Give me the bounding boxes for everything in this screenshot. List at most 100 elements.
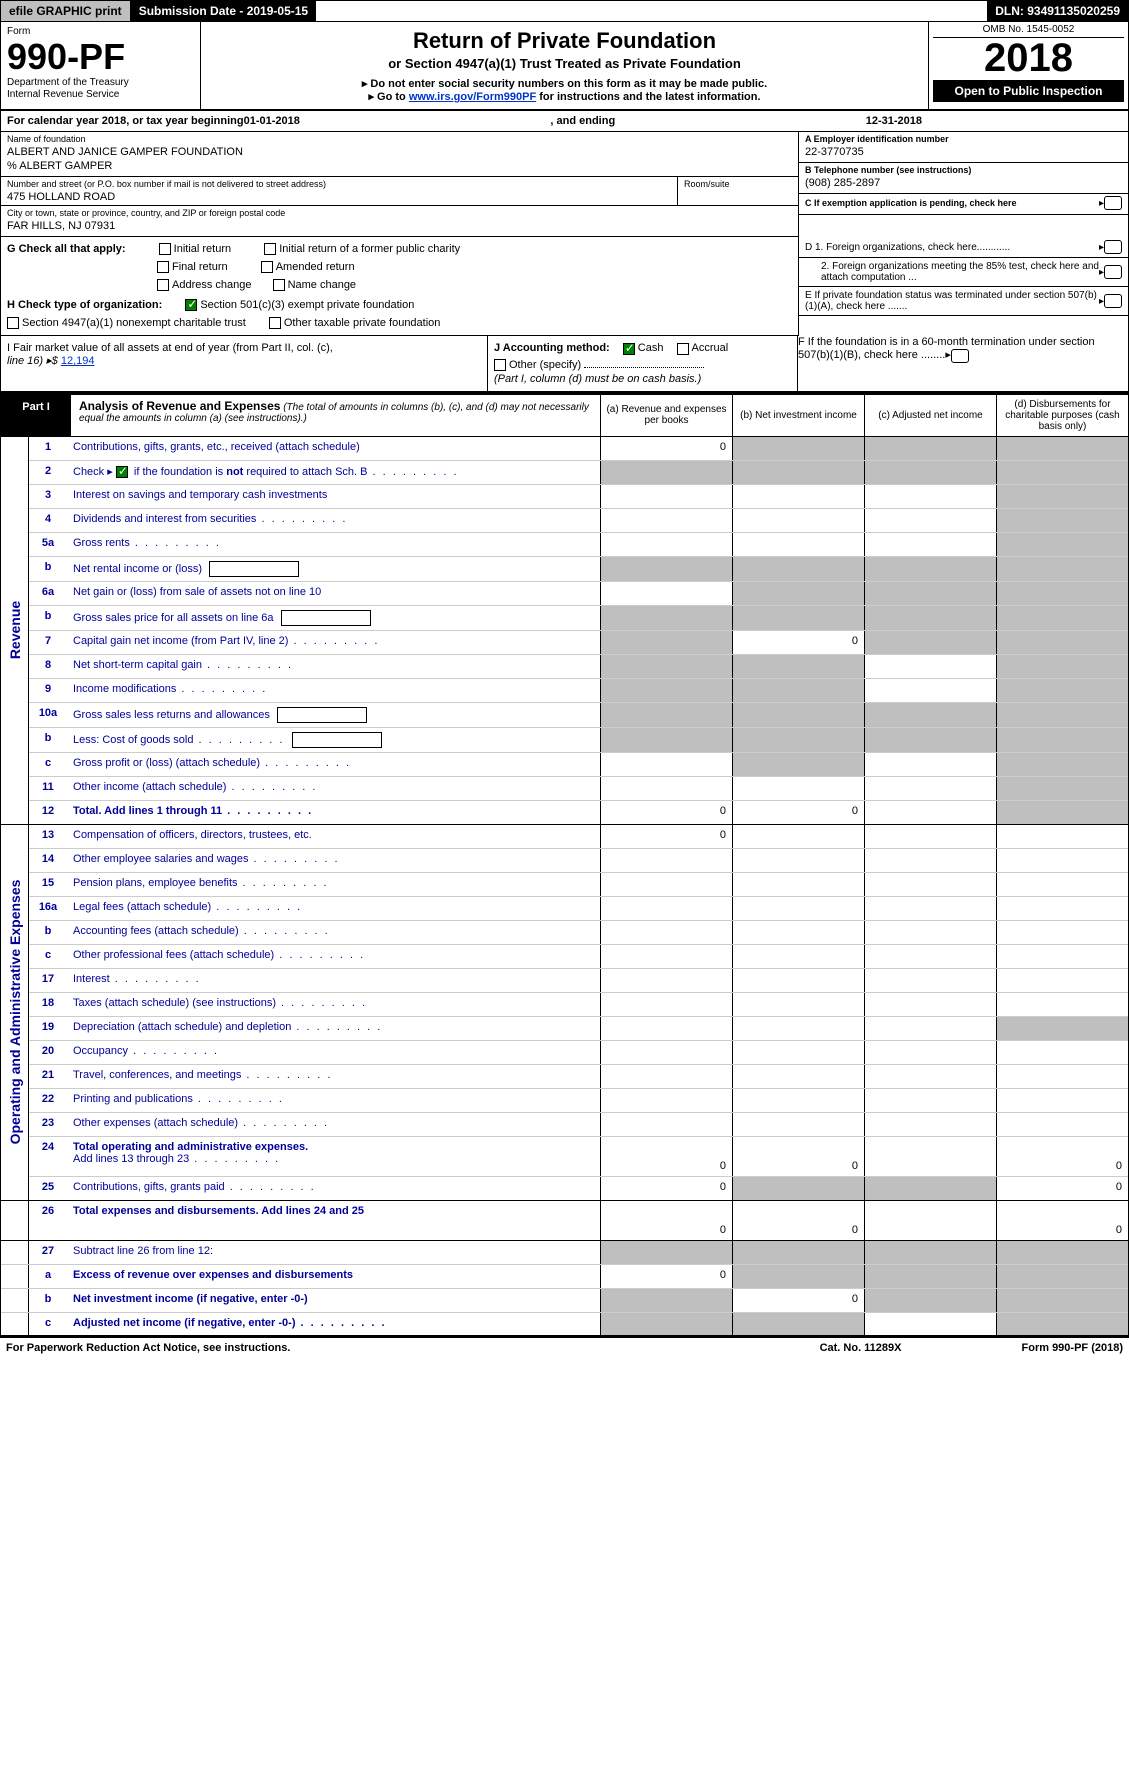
- final-return-checkbox[interactable]: [157, 261, 169, 273]
- d2-checkbox[interactable]: [1104, 265, 1122, 279]
- line-desc: Gross sales price for all assets on line…: [67, 606, 600, 630]
- footer-left: For Paperwork Reduction Act Notice, see …: [6, 1342, 290, 1354]
- header-note-2: ▸ Go to www.irs.gov/Form990PF for instru…: [211, 90, 918, 103]
- address-change-checkbox[interactable]: [157, 279, 169, 291]
- page-footer: For Paperwork Reduction Act Notice, see …: [0, 1337, 1129, 1358]
- inner-box: [292, 732, 382, 748]
- col-d: [996, 509, 1128, 532]
- e-checkbox[interactable]: [1104, 294, 1122, 308]
- col-c: [864, 679, 996, 702]
- line-desc: Contributions, gifts, grants, etc., rece…: [67, 437, 600, 460]
- col-c: [864, 849, 996, 872]
- col-d: [996, 969, 1128, 992]
- col-b: 0: [732, 1137, 864, 1176]
- header-left: Form 990-PF Department of the Treasury I…: [1, 22, 201, 109]
- row-10c: c Gross profit or (loss) (attach schedul…: [29, 753, 1128, 777]
- city-cell: City or town, state or province, country…: [1, 206, 798, 237]
- row-14: 14 Other employee salaries and wages: [29, 849, 1128, 873]
- line-desc: Other professional fees (attach schedule…: [67, 945, 600, 968]
- col-d: [996, 753, 1128, 776]
- col-d: [996, 1289, 1128, 1312]
- col-b: 0: [732, 631, 864, 654]
- col-c: [864, 606, 996, 630]
- initial-former-checkbox[interactable]: [264, 243, 276, 255]
- col-d: [996, 582, 1128, 605]
- col-a-header: (a) Revenue and expenses per books: [600, 395, 732, 436]
- cal-mid: , and ending: [300, 115, 866, 127]
- j-note: (Part I, column (d) must be on cash basi…: [494, 373, 791, 385]
- col-c: [864, 1289, 996, 1312]
- col-a: [600, 969, 732, 992]
- 4947-checkbox[interactable]: [7, 317, 19, 329]
- line-desc: Compensation of officers, directors, tru…: [67, 825, 600, 848]
- col-a: [600, 582, 732, 605]
- col-b: [732, 993, 864, 1016]
- name-change-checkbox[interactable]: [273, 279, 285, 291]
- h-opt2: Section 4947(a)(1) nonexempt charitable …: [22, 317, 246, 329]
- col-a: [600, 509, 732, 532]
- col-c: [864, 533, 996, 556]
- cash-label: Cash: [638, 342, 664, 354]
- col-d: [996, 631, 1128, 654]
- calendar-year-row: For calendar year 2018, or tax year begi…: [0, 111, 1129, 132]
- efile-print-button[interactable]: efile GRAPHIC print: [1, 1, 131, 21]
- col-d: [996, 1113, 1128, 1136]
- amended-checkbox[interactable]: [261, 261, 273, 273]
- line-num: 5a: [29, 533, 67, 556]
- cash-checkbox[interactable]: [623, 343, 635, 355]
- accrual-checkbox[interactable]: [677, 343, 689, 355]
- col-d: [996, 703, 1128, 727]
- col-a: [600, 485, 732, 508]
- col-b: [732, 921, 864, 944]
- col-c: [864, 1113, 996, 1136]
- line-desc: Occupancy: [67, 1041, 600, 1064]
- col-a: 0: [600, 1201, 732, 1240]
- col-b: [732, 437, 864, 460]
- irs-link[interactable]: www.irs.gov/Form990PF: [409, 91, 536, 103]
- col-c: [864, 703, 996, 727]
- row-9: 9 Income modifications: [29, 679, 1128, 703]
- col-a: [600, 753, 732, 776]
- col-a: [600, 1113, 732, 1136]
- part1-header: Part I Analysis of Revenue and Expenses …: [0, 393, 1129, 437]
- d1-checkbox[interactable]: [1104, 240, 1122, 254]
- addr-label: Number and street (or P.O. box number if…: [7, 179, 671, 189]
- line-num: b: [29, 557, 67, 581]
- g-right: D 1. Foreign organizations, check here..…: [798, 237, 1128, 336]
- opt-former: Initial return of a former public charit…: [279, 243, 460, 255]
- col-d: [996, 1313, 1128, 1335]
- col-c: [864, 1177, 996, 1200]
- 501c3-checkbox[interactable]: [185, 299, 197, 311]
- col-b: [732, 753, 864, 776]
- form-title: Return of Private Foundation: [211, 28, 918, 54]
- header-mid: Return of Private Foundation or Section …: [201, 22, 928, 109]
- line-num: 4: [29, 509, 67, 532]
- col-a: [600, 728, 732, 752]
- line-desc: Gross rents: [67, 533, 600, 556]
- col-d: [996, 1089, 1128, 1112]
- col-d: [996, 655, 1128, 678]
- col-a: [600, 606, 732, 630]
- col-a: [600, 1241, 732, 1264]
- room-label: Room/suite: [684, 179, 792, 189]
- line-num: 10a: [29, 703, 67, 727]
- line-num: 2: [29, 461, 67, 484]
- opt-name: Name change: [288, 279, 357, 291]
- line-desc: Excess of revenue over expenses and disb…: [67, 1265, 600, 1288]
- section-ijf: I Fair market value of all assets at end…: [0, 336, 1129, 392]
- other-method-checkbox[interactable]: [494, 359, 506, 371]
- row-2: 2 Check ▸ if the foundation is not requi…: [29, 461, 1128, 485]
- row-10a: 10a Gross sales less returns and allowan…: [29, 703, 1128, 728]
- other-taxable-checkbox[interactable]: [269, 317, 281, 329]
- col-b: [732, 557, 864, 581]
- f-checkbox[interactable]: [951, 349, 969, 363]
- sch-b-checkbox[interactable]: [116, 466, 128, 478]
- exemption-checkbox[interactable]: [1104, 196, 1122, 210]
- row-17: 17 Interest: [29, 969, 1128, 993]
- col-a: [600, 1065, 732, 1088]
- col-c: [864, 825, 996, 848]
- street-address: 475 HOLLAND ROAD: [7, 189, 671, 203]
- col-d: [996, 1017, 1128, 1040]
- initial-return-checkbox[interactable]: [159, 243, 171, 255]
- h-opt3: Other taxable private foundation: [284, 317, 441, 329]
